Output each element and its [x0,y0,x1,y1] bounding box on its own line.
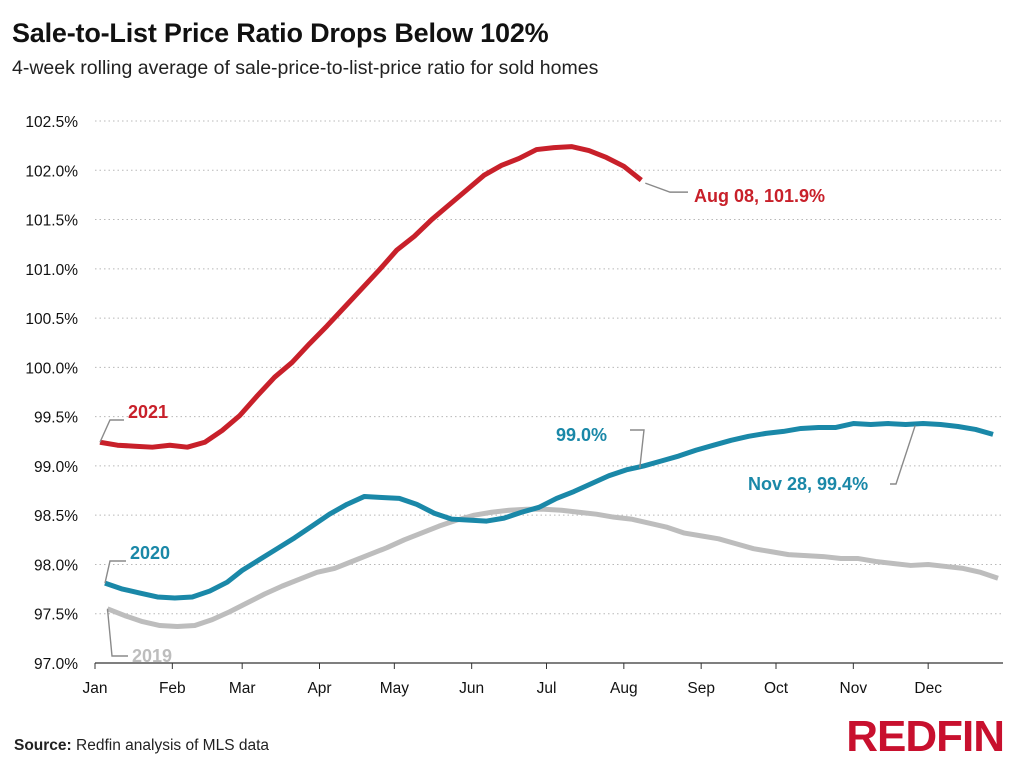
grid-lines [95,120,1003,615]
series-line-2021 [99,144,643,450]
y-tick-label: 102.5% [25,114,78,131]
x-tick-label: Sep [687,680,715,697]
y-tick-label: 97.5% [34,607,78,624]
y-tick-label: 102.0% [25,163,78,180]
y-axis-ticks: 97.0% 97.5% 98.0% 98.5% 99.0% 99.5% 100.0% 100.… [25,114,78,673]
x-tick-label: Oct [764,680,789,697]
y-tick-label: 100.0% [25,360,78,377]
x-tick-label: Nov [840,680,868,697]
y-tick-label: 99.5% [34,410,78,427]
source-note: Source: Redfin analysis of MLS data [14,737,269,755]
x-tick-label: Aug [610,680,638,697]
x-tick-label: Mar [229,680,256,697]
x-tick-label: Dec [914,680,942,697]
annotation-leader [106,608,128,657]
chart-subtitle: 4-week rolling average of sale-price-to-… [12,57,599,79]
x-tick-label: Feb [159,680,186,697]
y-tick-label: 101.5% [25,213,78,230]
annotation-label: 2020 [130,543,170,563]
redfin-logo: REDFIN [846,712,1005,761]
annotation-label: Nov 28, 99.4% [748,474,868,494]
annotation-label: Aug 08, 101.9% [694,186,825,206]
x-tick-label: Jan [83,680,108,697]
y-tick-label: 101.0% [25,262,78,279]
annotation-leader [99,419,124,443]
annotations: 2021 2020 2019 Aug 08, 101.9% 99.0% Nov 28, 9… [99,182,916,666]
series-line-2020 [104,421,994,601]
x-tick-label: Apr [307,680,331,697]
annotation-leader [890,425,916,485]
annotation-leader [630,429,645,468]
y-tick-label: 97.0% [34,656,78,673]
annotation-leader [104,560,126,584]
y-tick-label: 98.0% [34,557,78,574]
chart-title: Sale-to-List Price Ratio Drops Below 102… [12,18,549,48]
series-lines [99,144,999,630]
y-tick-label: 99.0% [34,459,78,476]
source-label: Source: [14,737,72,754]
annotation-leader [645,182,688,193]
x-tick-label: May [380,680,410,697]
annotation-label: 2021 [128,402,168,422]
annotation-label: 2019 [132,646,172,666]
y-tick-label: 100.5% [25,311,78,328]
source-text: Redfin analysis of MLS data [76,737,270,754]
x-axis-ticks: Jan Feb Mar Apr May Jun Jul Aug Sep Oct Nov Dec [83,663,942,697]
y-tick-label: 98.5% [34,508,78,525]
annotation-label: 99.0% [556,425,607,445]
x-tick-label: Jul [537,680,557,697]
x-tick-label: Jun [459,680,484,697]
series-line-2019 [106,506,999,630]
